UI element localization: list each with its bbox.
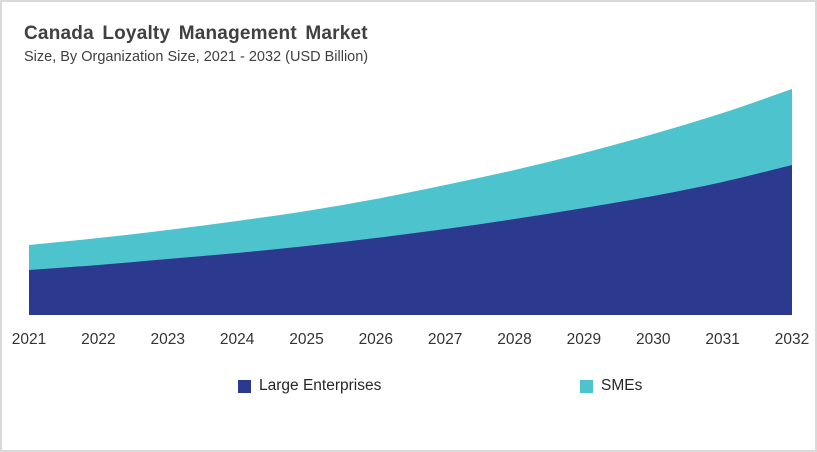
legend: Large Enterprises SMEs: [2, 376, 815, 396]
x-tick-label: 2030: [636, 331, 671, 348]
legend-label-smes: SMEs: [601, 377, 643, 394]
chart-title: Canada Loyalty Management Market: [24, 23, 368, 44]
legend-swatch-smes: [580, 379, 593, 393]
x-tick-label: 2023: [150, 331, 185, 348]
plot-area: [29, 72, 792, 315]
x-tick-label: 2032: [774, 331, 810, 348]
x-tick-label: 2027: [427, 331, 463, 348]
chart-subtitle: Size, By Organization Size, 2021 - 2032 …: [24, 49, 369, 65]
legend-item-smes: SMEs: [580, 376, 642, 396]
x-tick-label: 2022: [81, 331, 116, 348]
x-tick-label: 2026: [358, 331, 394, 348]
legend-swatch-large-enterprises: [238, 379, 251, 393]
x-tick-label: 2025: [289, 331, 324, 348]
legend-label-large-enterprises: Large Enterprises: [259, 377, 382, 394]
x-tick-label: 2029: [566, 331, 602, 348]
x-tick-label: 2031: [705, 331, 740, 348]
legend-item-large-enterprises: Large Enterprises: [238, 376, 381, 396]
x-axis: 2021 2022 2023 2024 2025 2026 2027 2028 2029 2030…: [2, 330, 815, 350]
x-tick-label: 2024: [219, 331, 255, 348]
x-tick-label: 2021: [11, 331, 47, 348]
x-tick-label: 2028: [497, 331, 532, 348]
area-series-large-enterprises: [29, 165, 792, 315]
stacked-area-chart: [29, 89, 792, 315]
